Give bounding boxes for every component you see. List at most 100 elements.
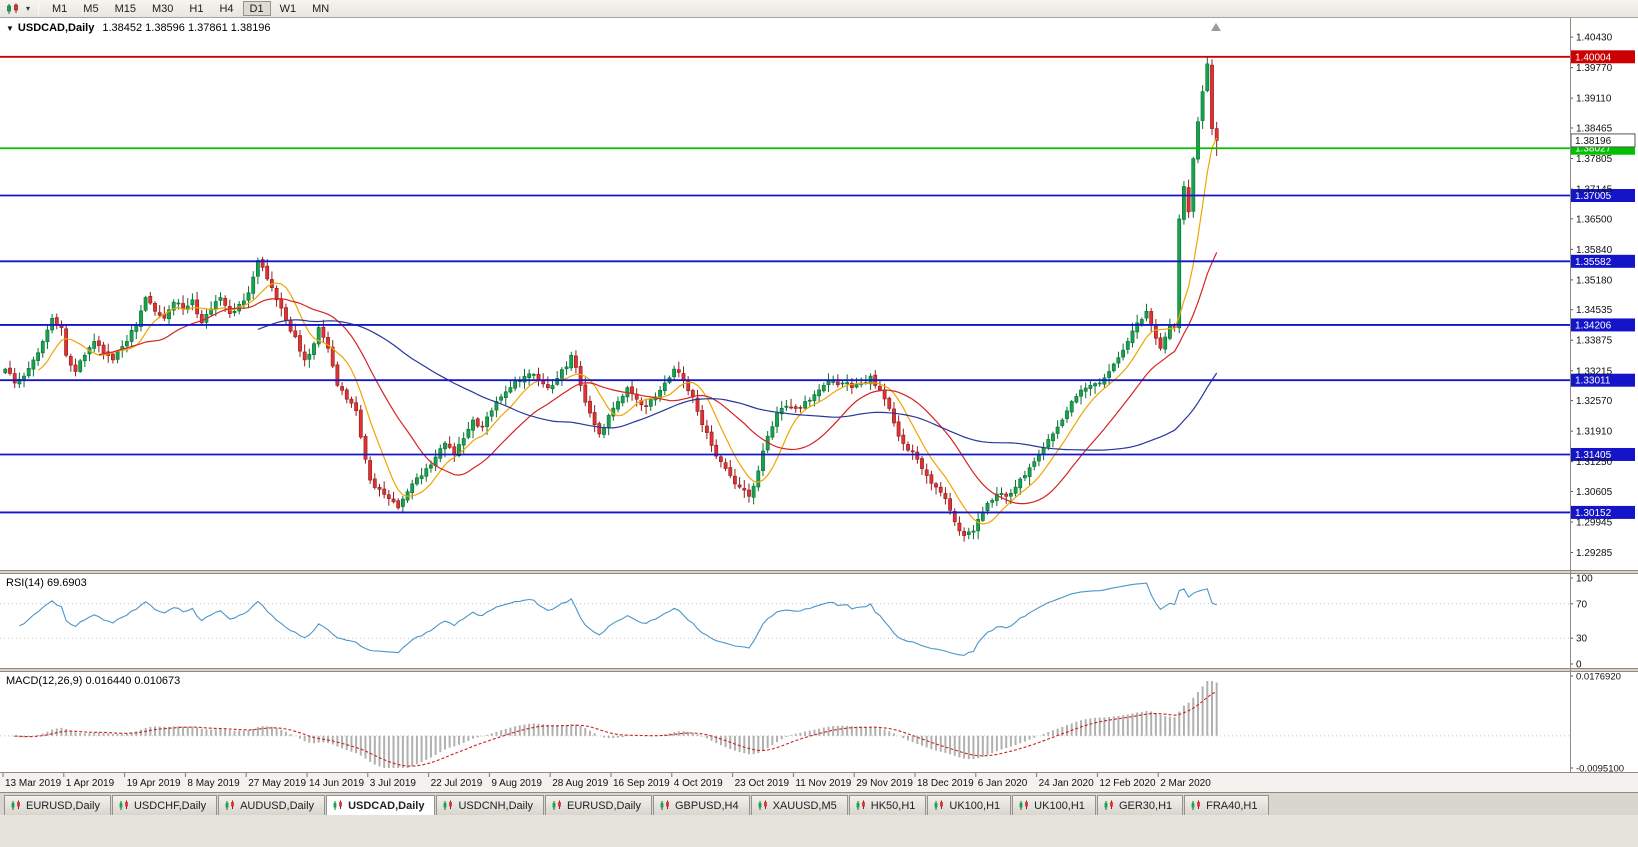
- svg-text:1.31250: 1.31250: [1576, 457, 1613, 468]
- timeframe-button-group: M1 M5 M15 M30 H1 H4 D1 W1 MN: [45, 1, 336, 16]
- svg-text:1.30605: 1.30605: [1576, 487, 1613, 498]
- level-price-box: [1571, 50, 1635, 64]
- level-price-box: [1571, 254, 1635, 268]
- chart-tab-eurusd-daily[interactable]: EURUSD,Daily: [4, 795, 111, 815]
- svg-text:30: 30: [1576, 634, 1588, 645]
- svg-text:0: 0: [1576, 660, 1582, 671]
- svg-text:0.0176920: 0.0176920: [1576, 672, 1621, 683]
- svg-text:1.33875: 1.33875: [1576, 336, 1613, 347]
- tab-label: GER30,H1: [1118, 799, 1173, 812]
- svg-text:1.35582: 1.35582: [1575, 257, 1612, 268]
- chart-tab-usdchf-daily[interactable]: USDCHF,Daily: [111, 795, 218, 815]
- level-price-box: [1571, 505, 1635, 519]
- price-chart-canvas[interactable]: 1.40004 1.38027 1.37005 1.35582 1.34206 1.330…: [0, 18, 1638, 792]
- chart-tab-usdcad-daily[interactable]: USDCAD,Daily: [326, 795, 436, 815]
- svg-text:8 May 2019: 8 May 2019: [187, 778, 240, 789]
- tab-label: AUDUSD,Daily: [240, 799, 315, 812]
- level-price-box: [1571, 188, 1635, 202]
- tab-candlestick-icon: [442, 800, 454, 811]
- svg-text:12 Feb 2020: 12 Feb 2020: [1099, 778, 1156, 789]
- svg-text:11 Nov 2019: 11 Nov 2019: [795, 778, 851, 789]
- chart-tab-fra40-h1[interactable]: FRA40,H1: [1184, 795, 1269, 815]
- svg-text:1.37145: 1.37145: [1576, 185, 1613, 196]
- svg-text:1.37005: 1.37005: [1575, 191, 1612, 202]
- svg-text:4 Oct 2019: 4 Oct 2019: [674, 778, 723, 789]
- svg-text:1.31405: 1.31405: [1575, 450, 1612, 461]
- svg-text:1.39110: 1.39110: [1576, 94, 1612, 105]
- level-price-box: [1571, 373, 1635, 387]
- tab-label: FRA40,H1: [1206, 799, 1258, 812]
- svg-text:1.40004: 1.40004: [1575, 52, 1612, 63]
- date-axis-background: [0, 772, 1638, 792]
- svg-text:27 May 2019: 27 May 2019: [248, 778, 306, 789]
- chart-tab-hk50-h1[interactable]: HK50,H1: [848, 795, 927, 815]
- svg-text:18 Dec 2019: 18 Dec 2019: [917, 778, 974, 789]
- svg-text:1.30152: 1.30152: [1575, 508, 1612, 519]
- tab-label: EURUSD,Daily: [26, 799, 100, 812]
- tab-candlestick-icon: [855, 800, 867, 811]
- svg-text:1.38027: 1.38027: [1575, 144, 1612, 155]
- svg-text:1.35840: 1.35840: [1576, 245, 1613, 256]
- tab-candlestick-icon: [1103, 800, 1115, 811]
- timeframe-button-w1[interactable]: W1: [279, 3, 297, 15]
- svg-text:1.34535: 1.34535: [1576, 305, 1613, 316]
- chart-tab-xauusd-m5[interactable]: XAUUSD,M5: [750, 795, 848, 815]
- timeframe-button-h4[interactable]: H4: [219, 3, 234, 15]
- chart-type-dropdown-caret-icon[interactable]: ▾: [26, 4, 31, 13]
- tab-candlestick-icon: [332, 800, 344, 811]
- tab-candlestick-icon: [1190, 800, 1202, 811]
- tab-label: HK50,H1: [870, 799, 916, 812]
- svg-text:1.34206: 1.34206: [1575, 320, 1612, 331]
- chart-tab-eurusd-daily[interactable]: EURUSD,Daily: [545, 795, 652, 815]
- chart-type-icon[interactable]: [4, 2, 22, 16]
- symbol-tabs-bar: EURUSD,Daily USDCHF,Daily AUDUSD,Daily USDC…: [0, 792, 1638, 815]
- svg-text:1.33215: 1.33215: [1576, 366, 1613, 377]
- svg-text:1.35180: 1.35180: [1576, 275, 1613, 286]
- svg-text:1.37805: 1.37805: [1576, 154, 1613, 165]
- horizontal-level-lines: 1.40004 1.38027 1.37005 1.35582 1.34206 1.330…: [0, 50, 1635, 519]
- rsi-panel: 100 70 30 0: [0, 574, 1593, 671]
- tab-label: USDCHF,Daily: [133, 799, 207, 812]
- tab-label: XAUUSD,M5: [772, 799, 837, 812]
- svg-text:1 Apr 2019: 1 Apr 2019: [66, 778, 115, 789]
- chart-window: 1.40004 1.38027 1.37005 1.35582 1.34206 1.330…: [0, 18, 1638, 792]
- tab-candlestick-icon: [659, 800, 671, 811]
- chart-tab-audusd-daily[interactable]: AUDUSD,Daily: [218, 795, 326, 815]
- moving-average-lines: [37, 137, 1218, 525]
- tab-label: EURUSD,Daily: [567, 799, 641, 812]
- chart-shift-marker-icon[interactable]: [1211, 23, 1221, 31]
- svg-text:1.31910: 1.31910: [1576, 427, 1613, 438]
- svg-text:-0.0095100: -0.0095100: [1576, 764, 1624, 775]
- svg-text:14 Jun 2019: 14 Jun 2019: [309, 778, 364, 789]
- tab-label: USDCAD,Daily: [348, 799, 425, 812]
- tab-label: USDCNH,Daily: [458, 799, 534, 812]
- timeframe-button-mn[interactable]: MN: [312, 3, 330, 15]
- chart-tab-uk100-h1[interactable]: UK100,H1: [1012, 795, 1096, 815]
- chart-background: [0, 18, 1638, 792]
- svg-text:1.38196: 1.38196: [1575, 136, 1612, 147]
- svg-text:28 Aug 2019: 28 Aug 2019: [552, 778, 609, 789]
- svg-text:23 Oct 2019: 23 Oct 2019: [735, 778, 790, 789]
- chart-tab-gbpusd-h4[interactable]: GBPUSD,H4: [653, 795, 750, 815]
- timeframe-button-m5[interactable]: M5: [83, 3, 99, 15]
- timeframe-button-m1[interactable]: M1: [52, 3, 68, 15]
- svg-text:100: 100: [1576, 574, 1593, 585]
- tab-candlestick-icon: [551, 800, 563, 811]
- top-toolbar: ▾ M1 M5 M15 M30 H1 H4 D1 W1 MN: [0, 0, 1638, 18]
- chart-tab-ger30-h1[interactable]: GER30,H1: [1096, 795, 1184, 815]
- timeframe-button-m15[interactable]: M15: [114, 3, 136, 15]
- timeframe-button-h1[interactable]: H1: [189, 3, 204, 15]
- chart-tab-usdcnh-daily[interactable]: USDCNH,Daily: [436, 795, 545, 815]
- chart-tab-uk100-h1[interactable]: UK100,H1: [927, 795, 1012, 815]
- svg-text:9 Aug 2019: 9 Aug 2019: [491, 778, 542, 789]
- level-price-box: [1571, 447, 1635, 461]
- svg-text:13 Mar 2019: 13 Mar 2019: [5, 778, 62, 789]
- tab-label: GBPUSD,H4: [675, 799, 739, 812]
- timeframe-button-d1[interactable]: D1: [242, 1, 271, 16]
- svg-text:1.29285: 1.29285: [1576, 548, 1613, 559]
- date-axis: 13 Mar 2019 1 Apr 2019 19 Apr 2019 8 May 20…: [2, 773, 1211, 789]
- svg-text:19 Apr 2019: 19 Apr 2019: [127, 778, 181, 789]
- svg-text:70: 70: [1576, 599, 1588, 610]
- candlestick-chart-icon: [7, 3, 18, 14]
- timeframe-button-m30[interactable]: M30: [151, 3, 174, 15]
